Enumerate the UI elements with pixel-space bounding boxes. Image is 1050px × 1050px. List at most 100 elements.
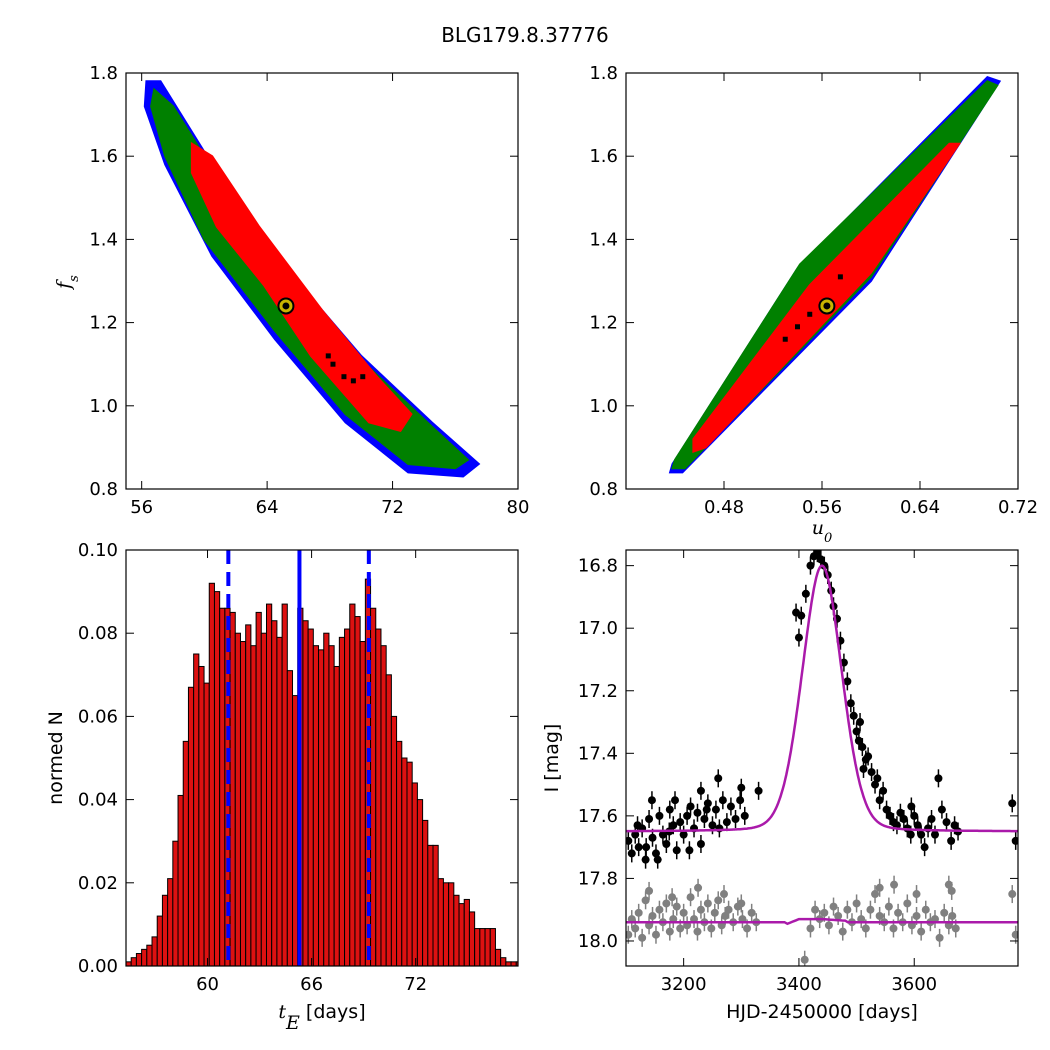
y-tick-label: 17.2 (578, 681, 618, 702)
histogram-bar (255, 611, 262, 966)
histogram-bar (437, 878, 444, 966)
scatter-cell (350, 378, 356, 384)
y-tick-label: 17.6 (578, 806, 618, 827)
x-tick-label: 64 (256, 497, 279, 518)
data-point (856, 718, 865, 727)
y-tick-label: 0.8 (589, 479, 618, 500)
panel-fs-vs-tE: 56 64 72 80 0.8 1.0 1.2 1.4 1.6 1.8 (89, 63, 529, 518)
subscript: 0 (824, 531, 832, 546)
data-point (947, 836, 956, 845)
histogram-bar (312, 645, 320, 966)
histogram-bar (219, 607, 226, 966)
data-point (800, 955, 809, 964)
histogram-bar (208, 582, 215, 966)
data-point (875, 911, 884, 920)
data-point (645, 814, 654, 823)
y-tick-label: 0.8 (89, 479, 118, 500)
data-point (686, 893, 695, 902)
histogram-bar (458, 903, 465, 966)
histogram-bar (333, 665, 340, 966)
panels: 56 64 72 800.81.01.21.41.61.80.48 0.56 0.64 0.… (45, 63, 1038, 1034)
y-tick-label: 0.00 (78, 956, 118, 977)
histogram-bar (182, 740, 189, 966)
data-point (696, 786, 705, 795)
data-point (797, 611, 806, 620)
data-point (721, 911, 730, 920)
data-point (794, 633, 803, 642)
data-point (724, 905, 733, 914)
subscript: E (285, 1012, 300, 1034)
data-point (645, 886, 654, 895)
data-point (1008, 890, 1017, 899)
data-point (726, 802, 735, 811)
y-tick-label: 0.04 (78, 790, 118, 811)
data-point (693, 808, 702, 817)
histogram-bar (323, 632, 330, 966)
scatter-cell (807, 311, 813, 317)
data-point (648, 833, 657, 842)
histogram-bar (172, 840, 179, 966)
histogram-bar (380, 645, 387, 966)
data-point (834, 911, 843, 920)
data-point (641, 896, 650, 905)
scatter-cell (782, 336, 788, 342)
data-point (806, 924, 815, 933)
data-point (921, 905, 930, 914)
data-point (703, 899, 712, 908)
histogram-bar (396, 740, 403, 966)
histogram-bar (468, 911, 476, 966)
subscript: s (67, 275, 82, 282)
data-point (829, 902, 838, 911)
histogram-bar (292, 695, 299, 966)
histogram-bar (385, 674, 392, 966)
data-point (854, 736, 863, 745)
data-point (668, 893, 677, 902)
histogram-bar (370, 607, 377, 966)
data-point (820, 908, 829, 917)
data-point (913, 821, 922, 830)
data-point (693, 927, 702, 936)
histogram-bar (177, 794, 184, 966)
data-point (910, 811, 919, 820)
axes-frame (125, 72, 519, 490)
x-tick-label: 66 (300, 974, 323, 995)
histogram-bar (349, 603, 356, 966)
data-point (665, 805, 674, 814)
y-tick-label: 1.8 (89, 63, 118, 84)
histogram-bar (302, 620, 309, 966)
y-tick-label: 17.8 (578, 868, 618, 889)
histogram-bar (156, 915, 163, 966)
histogram-bar (489, 928, 496, 966)
data-point (912, 890, 921, 899)
data-point (903, 899, 912, 908)
data-point (867, 768, 876, 777)
y-tick-label: 18.0 (578, 931, 618, 952)
data-point (747, 908, 756, 917)
data-point (647, 796, 656, 805)
data-point (940, 908, 949, 917)
data-point (740, 811, 749, 820)
data-point (917, 927, 926, 936)
histogram-bar (463, 898, 470, 966)
data-point (889, 924, 898, 933)
histogram-bar (411, 782, 418, 966)
data-point (879, 786, 888, 795)
data-point (683, 811, 692, 820)
y-tick-label: 0.10 (78, 540, 118, 561)
data-point (731, 814, 740, 823)
x-tick-label: 60 (196, 974, 219, 995)
axes-frame (625, 549, 1019, 967)
histogram-bar (442, 882, 450, 966)
histogram-bar (479, 928, 486, 966)
histogram-bar (151, 936, 158, 966)
histogram-bar (500, 957, 507, 966)
y-tick-label: 0.06 (78, 706, 118, 727)
y-tick-label: 0.02 (78, 873, 118, 894)
data-point (638, 933, 647, 942)
y-tick-label: 17.0 (578, 618, 618, 639)
data-point (737, 783, 746, 792)
data-point (824, 921, 833, 930)
data-point (907, 802, 916, 811)
data-point (665, 927, 674, 936)
histogram-bar (276, 636, 283, 966)
